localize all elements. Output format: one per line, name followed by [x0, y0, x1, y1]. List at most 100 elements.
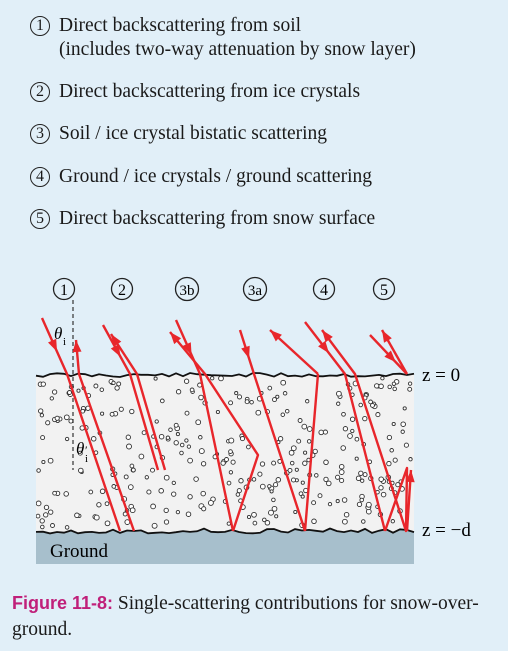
ice-crystal [238, 478, 244, 484]
ray-2-incident [101, 324, 160, 471]
mechanism-label-1-text: 1 [60, 282, 68, 299]
ice-crystal [362, 415, 368, 422]
ice-crystal [249, 399, 254, 405]
ice-crystal [244, 399, 250, 405]
ray-3a-incident [238, 329, 307, 532]
ray-arrowhead [322, 330, 333, 343]
ice-crystal [338, 469, 345, 475]
ice-crystal [402, 406, 407, 411]
ice-crystal [287, 467, 293, 473]
ice-crystal [326, 480, 332, 487]
ice-crystal [189, 387, 195, 393]
ice-crystal [49, 396, 54, 401]
ice-crystal [354, 456, 359, 461]
legend-item-1: 1 Direct backscattering from soil (inclu… [30, 14, 416, 62]
ice-crystal [104, 520, 111, 527]
ice-crystal [339, 477, 345, 484]
ice-crystal [131, 467, 136, 473]
ray-arrowhead [182, 342, 192, 356]
ice-crystal [183, 378, 190, 384]
ice-crystal [271, 505, 278, 512]
ice-crystal [368, 399, 373, 405]
ice-crystal [63, 491, 69, 497]
ray-arrowhead [110, 344, 121, 357]
ice-crystal [184, 438, 189, 443]
ice-crystal [40, 524, 45, 530]
ice-crystal [109, 411, 115, 417]
ray-3b-incident [174, 319, 235, 532]
ice-crystal [129, 408, 135, 415]
ice-crystal [173, 422, 179, 428]
mechanism-label-4: 4 [312, 277, 336, 301]
ice-crystal [158, 488, 164, 494]
ice-crystal [251, 477, 257, 482]
ice-crystal [355, 475, 362, 482]
ice-crystal [78, 467, 84, 474]
ray-arrowhead [111, 334, 122, 347]
ice-crystal [224, 457, 229, 462]
ice-crystal [111, 484, 117, 489]
ice-crystal [347, 433, 353, 439]
ice-crystal [378, 476, 384, 482]
ice-crystal [311, 500, 317, 506]
ice-crystal [303, 450, 308, 455]
legend-number-2: 2 [30, 82, 50, 102]
ice-crystal [275, 477, 282, 483]
ice-crystal [380, 376, 385, 381]
ice-crystal [305, 399, 310, 404]
ice-crystal [259, 461, 266, 467]
ice-crystal [271, 460, 277, 466]
ice-crystal [387, 384, 392, 390]
ice-crystal [200, 461, 207, 467]
ice-crystal [370, 402, 375, 408]
ice-crystal [125, 434, 131, 440]
ice-crystal [358, 470, 364, 476]
ice-crystal [301, 423, 308, 430]
ice-crystal [100, 411, 105, 416]
ice-crystal [342, 518, 348, 525]
ice-crystal [390, 519, 395, 524]
ice-crystal [127, 484, 134, 490]
ray-3a-return [303, 373, 320, 532]
ice-crystal [96, 502, 102, 508]
ray-arrowhead [170, 332, 182, 345]
ice-crystal [342, 426, 349, 432]
ice-crystal [251, 511, 257, 518]
ice-crystal [290, 445, 297, 452]
ice-crystal [41, 459, 46, 465]
ice-crystal [175, 389, 182, 395]
ice-crystal [350, 428, 355, 434]
ice-crystal [280, 379, 287, 386]
snow-surface-boundary [35, 372, 415, 378]
legend-number-3: 3 [30, 124, 50, 144]
ice-crystal [43, 504, 50, 511]
ice-crystal [187, 494, 193, 500]
ice-crystal [50, 523, 55, 528]
ice-crystal [282, 391, 288, 396]
ice-crystal [302, 460, 308, 466]
ice-crystal [391, 421, 396, 427]
ice-crystal [175, 432, 180, 437]
ice-crystal [43, 512, 49, 518]
ice-crystal [153, 376, 158, 381]
ice-crystal [104, 501, 110, 507]
ice-crystal [288, 449, 295, 456]
ice-crystal [407, 386, 413, 392]
ice-crystal [40, 435, 46, 441]
ice-crystal [215, 409, 220, 415]
ice-crystal [228, 437, 235, 444]
ice-crystal [318, 429, 324, 436]
ice-crystal [280, 412, 286, 417]
ice-crystal [184, 410, 190, 416]
legend-text-2: Direct backscattering from ice crystals [59, 81, 361, 102]
legend-item-5: 5 Direct backscattering from snow surfac… [30, 207, 375, 231]
ice-crystal [146, 489, 152, 495]
ice-crystal [246, 514, 252, 520]
ice-crystal [39, 518, 45, 524]
ice-crystal [151, 522, 158, 529]
ice-crystal [273, 482, 279, 488]
ice-crystal [186, 444, 192, 449]
ice-crystal [123, 474, 129, 480]
